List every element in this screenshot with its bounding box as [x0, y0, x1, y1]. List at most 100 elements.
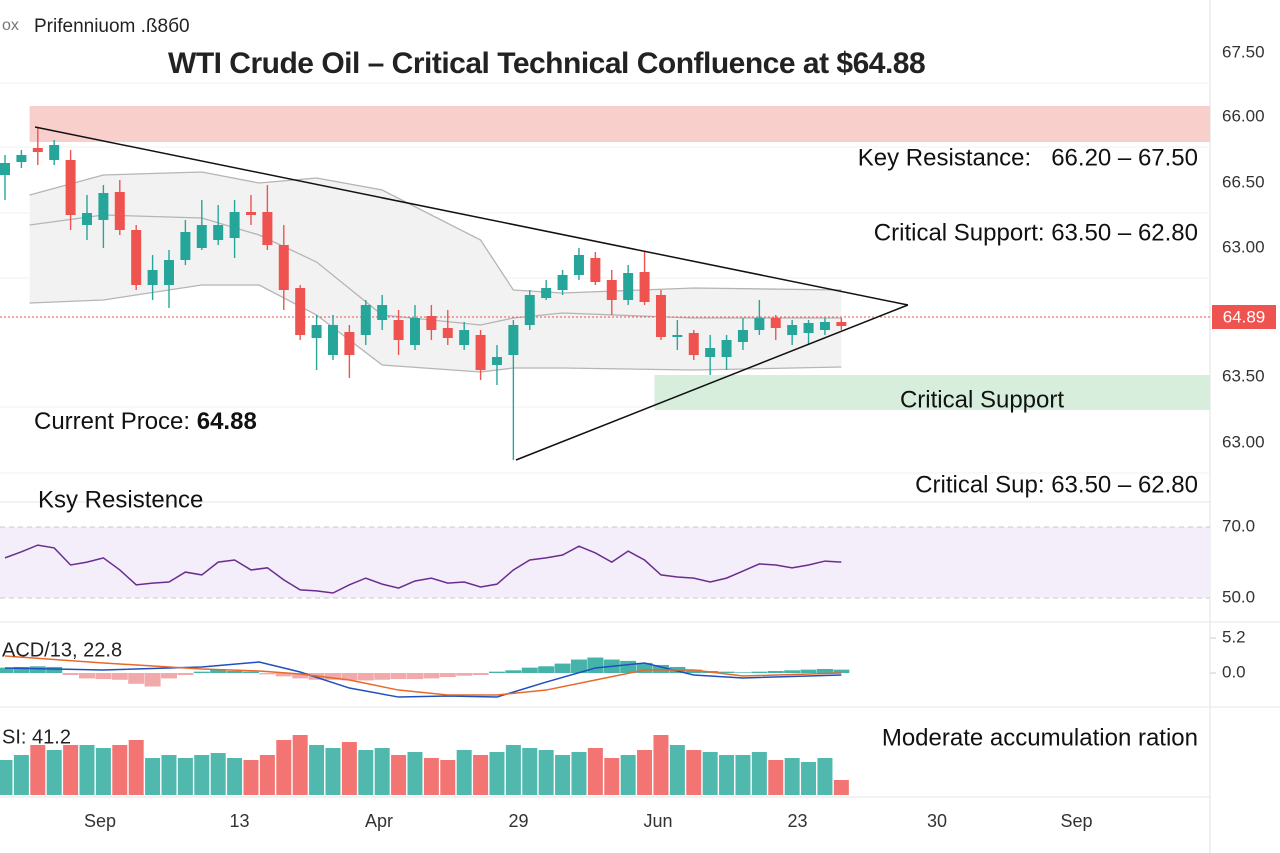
volume-bar [112, 745, 128, 795]
macd-hist [29, 666, 46, 674]
macd-hist [177, 673, 194, 676]
candle-body [836, 322, 847, 326]
candle-body [180, 232, 191, 260]
volume-bar [833, 780, 849, 795]
candle-body [508, 325, 519, 355]
volume-bar [128, 740, 144, 795]
macd-hist [259, 673, 276, 675]
annotation: Ksy Resistence [38, 486, 203, 513]
volume-bar [489, 752, 505, 795]
resistance-zone [29, 106, 1211, 142]
macd-hist [587, 657, 604, 674]
volume-bar [161, 755, 177, 795]
volume-bar [669, 745, 685, 795]
volume-bar [637, 750, 653, 795]
y-axis-label: 63.00 [1222, 237, 1265, 256]
macd-hist [636, 662, 653, 674]
volume-bar [374, 748, 390, 795]
candle-body [344, 332, 355, 355]
macd-hist [95, 673, 112, 680]
volume-bar [604, 758, 620, 795]
annotation: Key Resistance: 66.20 – 67.50 [858, 144, 1198, 171]
last-price-box [1212, 305, 1276, 329]
candle-body [229, 212, 240, 238]
macd-hist [456, 673, 473, 676]
candle-body [459, 330, 470, 345]
macd-hist [488, 671, 505, 674]
volume-bar [735, 755, 751, 795]
candle-body [573, 255, 584, 275]
candle-body [360, 305, 371, 335]
macd-hist [833, 669, 850, 674]
y-axis-label: 63.00 [1222, 432, 1265, 451]
support-zone [654, 375, 1210, 410]
x-tick-label: Sep [84, 811, 116, 831]
candle-body [163, 260, 174, 285]
rsi-label: SI: 41.2 [2, 726, 71, 748]
volume-bar [79, 745, 95, 795]
macd-hist [390, 673, 407, 680]
x-tick-label: 23 [787, 811, 807, 831]
macd-hist [78, 673, 95, 679]
macd-hist [734, 672, 751, 674]
volume-bar [423, 758, 439, 795]
volume-bar [440, 760, 456, 795]
candle-body [295, 288, 306, 335]
candle-body [705, 348, 716, 357]
x-tick-label: Apr [365, 811, 393, 831]
macd-hist [505, 670, 522, 674]
volume-bar [801, 762, 817, 795]
macd-hist [784, 670, 801, 674]
volume-bar [259, 755, 275, 795]
macd-hist [357, 673, 374, 681]
candle-body [81, 213, 92, 225]
candle-body [426, 316, 437, 330]
logo: ox [2, 17, 19, 34]
candle-body [524, 295, 535, 325]
volume-bar [210, 753, 226, 795]
volume-bar [194, 755, 210, 795]
volume-bar [587, 748, 603, 795]
volume-bar [473, 755, 489, 795]
x-tick-label: 29 [508, 811, 528, 831]
candle-body [770, 318, 781, 328]
candle-body [393, 320, 404, 340]
volume-bar [145, 758, 161, 795]
volume-bar [63, 745, 79, 795]
volume-bar [751, 752, 767, 795]
annotation: Moderate accumulation ration [882, 724, 1198, 751]
last-price-label: 64.89 [1223, 307, 1266, 326]
y-tick-label: 5.2 [1222, 627, 1246, 646]
volume-bar [177, 758, 193, 795]
volume-bar [784, 758, 800, 795]
volume-bar [702, 752, 718, 795]
candle-body [803, 323, 814, 333]
volume-bar [620, 755, 636, 795]
brand: Prifenniuom .ß8б0 [34, 16, 190, 37]
volume-bar [555, 755, 571, 795]
macd-hist [538, 666, 555, 674]
candle-body [541, 288, 552, 298]
macd-line [4, 661, 842, 698]
volume-bar [13, 755, 29, 795]
candle-body [623, 273, 634, 300]
volume-bar [456, 750, 472, 795]
rsi-band [0, 527, 1210, 598]
volume-bar [653, 735, 669, 795]
volume-bar [538, 750, 554, 795]
macd-hist [570, 659, 587, 674]
macd-hist [160, 673, 177, 679]
candle-body [557, 275, 568, 290]
y-axis-label: 67.50 [1222, 42, 1265, 61]
candle-body [196, 225, 207, 248]
volume-bar [522, 748, 538, 795]
macd-hist [751, 671, 768, 674]
candle-body [245, 212, 256, 215]
macd-hist [13, 666, 30, 674]
macd-hist [292, 673, 309, 679]
macd-hist [423, 673, 440, 679]
candle-body [819, 322, 830, 330]
x-tick-label: Sep [1060, 811, 1092, 831]
